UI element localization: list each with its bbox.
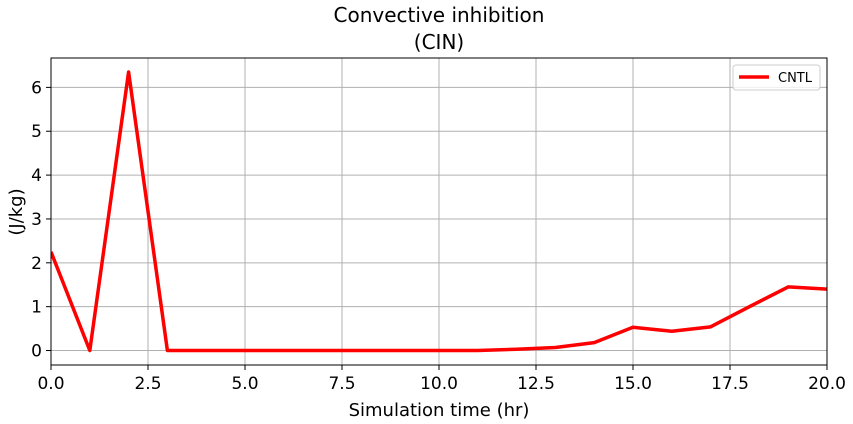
legend-label-cntl: CNTL <box>778 71 813 86</box>
x-tick-label: 17.5 <box>711 374 749 394</box>
x-tick-label: 0.0 <box>37 374 64 394</box>
x-tick-label: 5.0 <box>231 374 258 394</box>
x-axis-label: Simulation time (hr) <box>349 400 530 421</box>
legend: CNTL <box>732 64 821 91</box>
y-tick-label: 1 <box>31 298 42 318</box>
x-axis-ticks: 0.0 2.5 5.0 7.5 10.0 12.5 15.0 17.5 20.0 <box>37 365 846 394</box>
y-axis-label: (J/kg) <box>6 188 27 235</box>
y-tick-label: 6 <box>31 78 42 98</box>
plot-area-frame <box>50 57 828 366</box>
grid-lines <box>50 58 828 365</box>
y-tick-label: 4 <box>31 166 42 186</box>
chart-title: Convective inhibition <box>334 3 545 27</box>
x-tick-label: 7.5 <box>328 374 355 394</box>
y-tick-label: 5 <box>31 122 42 142</box>
y-tick-label: 3 <box>31 210 42 230</box>
x-tick-label: 2.5 <box>134 374 161 394</box>
chart-subtitle: (CIN) <box>414 30 464 54</box>
x-tick-label: 12.5 <box>517 374 555 394</box>
y-axis-ticks: 0 1 2 3 4 5 6 <box>31 78 51 362</box>
x-tick-label: 20.0 <box>808 374 846 394</box>
x-tick-label: 10.0 <box>420 374 458 394</box>
x-tick-label: 15.0 <box>614 374 652 394</box>
legend-box <box>732 64 821 91</box>
y-tick-label: 2 <box>31 254 42 274</box>
y-tick-label: 0 <box>31 342 42 362</box>
series-layer <box>50 70 828 353</box>
